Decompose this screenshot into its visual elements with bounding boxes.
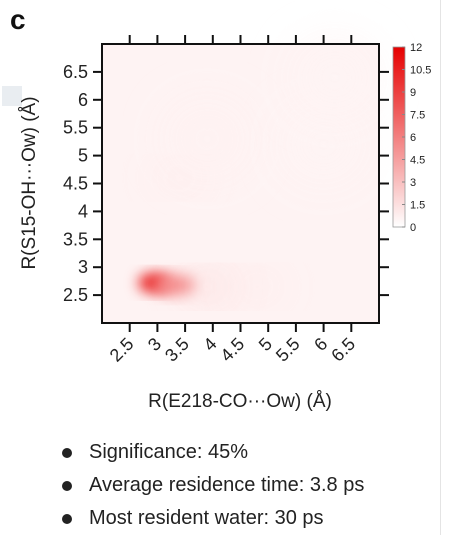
colorbar-tick-label: 6 — [410, 132, 416, 144]
y-tick-label: 3 — [78, 257, 88, 277]
density-hotspot — [292, 39, 377, 116]
y-tick-label: 6.5 — [63, 62, 88, 82]
y-tick-label: 4.5 — [63, 174, 88, 194]
density-hotspot — [165, 100, 250, 177]
list-item: Average residence time: 3.8 ps — [62, 469, 364, 502]
x-axis-label: R(E218-CO···Ow) (Å) — [148, 391, 332, 412]
y-tick-label: 4 — [78, 201, 88, 221]
x-tick-label: 6.5 — [327, 334, 359, 366]
colorbar: 12 10.5 9 7.5 6 4.5 3 1.5 0 — [392, 42, 431, 234]
colorbar-tick-label: 7.5 — [410, 110, 425, 122]
colorbar-tick-label: 3 — [410, 177, 416, 189]
colorbar-tick-label: 4.5 — [410, 155, 425, 167]
x-tick-label: 5.5 — [272, 334, 304, 366]
colorbar-tick-label: 1.5 — [410, 200, 425, 212]
side-scroll-tab[interactable] — [2, 86, 22, 106]
list-item: Most resident water: 30 ps — [62, 502, 364, 535]
average-residence-text: Average residence time: 3.8 ps — [89, 474, 365, 496]
y-axis-label: R(S15-OH···Ow) (Å) — [19, 96, 40, 269]
density-hotspot — [177, 274, 238, 299]
page-frame — [440, 0, 441, 535]
density-hotspot — [281, 106, 366, 183]
significance-text: Significance: 45% — [89, 441, 248, 463]
colorbar-tick-label: 9 — [410, 87, 416, 99]
x-tick-label: 3.5 — [161, 334, 193, 366]
stats-list: Significance: 45% Average residence time… — [62, 436, 364, 535]
y-tick-label: 6 — [78, 90, 88, 110]
colorbar-tick-label: 0 — [410, 222, 416, 234]
bullet-dot-icon — [62, 514, 72, 524]
heat-layer — [138, 39, 377, 299]
y-tick-label: 5.5 — [63, 118, 88, 138]
most-resident-text: Most resident water: 30 ps — [89, 507, 324, 529]
y-tick-label: 5 — [78, 146, 88, 166]
density-hotspot — [227, 274, 288, 299]
x-tick-label: 2.5 — [106, 334, 138, 366]
y-axis: 2.5 3 3.5 4 4.5 5 5.5 6 6.5 — [63, 62, 389, 305]
heatmap-chart: 2.5 33.5 44.5 55.5 66.5 2.533.544.555.566.5 … — [19, 35, 431, 412]
panel-label: c — [10, 4, 26, 35]
list-item: Significance: 45% — [62, 436, 364, 469]
bullet-dot-icon — [62, 448, 72, 458]
x-tick-label: 4.5 — [216, 334, 248, 366]
colorbar-tick-label: 12 — [410, 42, 422, 54]
y-tick-label: 3.5 — [63, 229, 88, 249]
colorbar-tick-label: 10.5 — [410, 65, 431, 77]
bullet-dot-icon — [62, 481, 72, 491]
y-tick-label: 2.5 — [63, 285, 88, 305]
